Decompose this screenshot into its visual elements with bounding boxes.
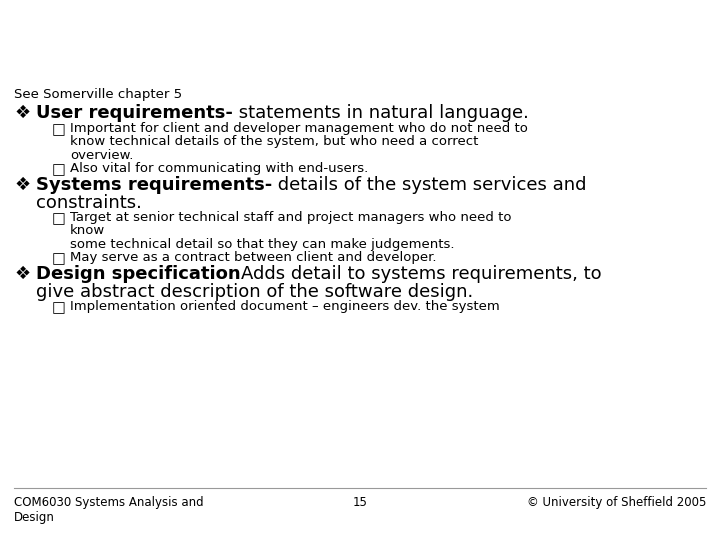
Text: 15: 15: [353, 496, 367, 509]
Text: Also vital for communicating with end-users.: Also vital for communicating with end-us…: [70, 163, 368, 176]
Text: some technical detail so that they can make judgements.: some technical detail so that they can m…: [70, 238, 454, 251]
Text: Systems requirements-: Systems requirements-: [36, 176, 272, 194]
Text: ❖: ❖: [14, 265, 30, 283]
Text: Adds detail to systems requirements, to: Adds detail to systems requirements, to: [240, 265, 601, 283]
Text: give abstract description of the software design.: give abstract description of the softwar…: [36, 283, 473, 301]
Text: ❖: ❖: [14, 176, 30, 194]
Text: know: know: [70, 225, 105, 238]
Text: Important for client and developer management who do not need to: Important for client and developer manag…: [70, 122, 528, 135]
Text: See Somerville chapter 5: See Somerville chapter 5: [14, 88, 182, 101]
Text: May serve as a contract between client and developer.: May serve as a contract between client a…: [70, 252, 436, 265]
Text: Design specification: Design specification: [36, 265, 240, 283]
Text: □: □: [52, 211, 66, 226]
Text: constraints.: constraints.: [36, 194, 142, 212]
Text: User requirements-: User requirements-: [36, 104, 233, 122]
Text: Implementation oriented document – engineers dev. the system: Implementation oriented document – engin…: [70, 300, 500, 313]
Text: COM6030 Systems Analysis and
Design: COM6030 Systems Analysis and Design: [14, 496, 204, 524]
Text: Different types of requirements: Different types of requirements: [16, 23, 666, 57]
Text: know technical details of the system, but who need a correct: know technical details of the system, bu…: [70, 136, 478, 148]
Text: □: □: [52, 252, 66, 266]
Text: □: □: [52, 300, 66, 315]
Text: ❖: ❖: [14, 104, 30, 122]
Text: overview.: overview.: [70, 149, 133, 162]
Text: © University of Sheffield 2005: © University of Sheffield 2005: [526, 496, 706, 509]
Text: statements in natural language.: statements in natural language.: [233, 104, 528, 122]
Text: Target at senior technical staff and project managers who need to: Target at senior technical staff and pro…: [70, 211, 511, 224]
Text: details of the system services and: details of the system services and: [272, 176, 587, 194]
Text: □: □: [52, 163, 66, 178]
Text: □: □: [52, 122, 66, 137]
